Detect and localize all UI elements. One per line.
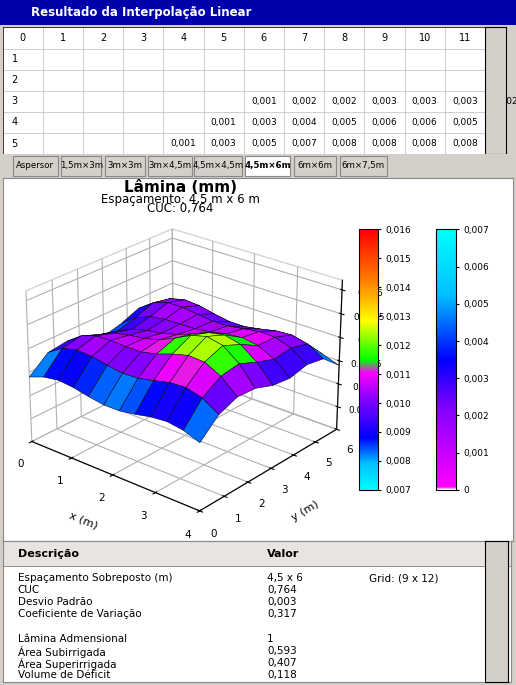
Text: 2: 2 <box>11 75 18 85</box>
Y-axis label: y (m): y (m) <box>290 499 320 523</box>
Text: 4: 4 <box>11 117 18 127</box>
Text: Desvio Padrão: Desvio Padrão <box>18 597 92 608</box>
Text: 0,008: 0,008 <box>372 139 397 148</box>
Text: Descrição: Descrição <box>18 549 79 559</box>
Text: 0,001: 0,001 <box>171 139 197 148</box>
Text: 3m×4,5m: 3m×4,5m <box>148 161 191 170</box>
Text: 3: 3 <box>11 97 18 106</box>
Text: 0,006: 0,006 <box>412 118 438 127</box>
Text: Área Subirrigada: Área Subirrigada <box>18 645 106 658</box>
Text: 0,118: 0,118 <box>267 669 297 680</box>
Text: 4: 4 <box>181 33 187 43</box>
Text: 0,407: 0,407 <box>267 658 297 668</box>
Text: CUC: 0,764: CUC: 0,764 <box>148 202 214 215</box>
Text: CUC: CUC <box>18 586 40 595</box>
Text: 6m×6m: 6m×6m <box>297 161 332 170</box>
Text: 6: 6 <box>261 33 267 43</box>
Text: 0,003: 0,003 <box>211 139 236 148</box>
Text: 0,003: 0,003 <box>267 597 296 608</box>
Text: 5: 5 <box>220 33 227 43</box>
Text: 1,5m×3m: 1,5m×3m <box>60 161 103 170</box>
Text: 0,001: 0,001 <box>211 118 236 127</box>
Text: 0,008: 0,008 <box>412 139 438 148</box>
FancyBboxPatch shape <box>61 156 101 176</box>
Text: 0,317: 0,317 <box>267 610 297 619</box>
Text: 8: 8 <box>341 33 347 43</box>
Text: 4,5m×4,5m: 4,5m×4,5m <box>192 161 244 170</box>
FancyBboxPatch shape <box>245 156 290 176</box>
Text: 11: 11 <box>459 33 471 43</box>
Text: 0,764: 0,764 <box>267 586 297 595</box>
Text: Lâmina Admensional: Lâmina Admensional <box>18 634 127 643</box>
Text: Espaçamento: 4,5 m x 6 m: Espaçamento: 4,5 m x 6 m <box>101 192 260 206</box>
Text: 0,002: 0,002 <box>331 97 357 105</box>
Text: Volume de Déficit: Volume de Déficit <box>18 669 110 680</box>
Text: 0,005: 0,005 <box>331 118 357 127</box>
Text: 0,002: 0,002 <box>292 97 317 105</box>
Text: 6m×7,5m: 6m×7,5m <box>342 161 385 170</box>
Text: Resultado da Interpolação Linear: Resultado da Interpolação Linear <box>31 6 251 19</box>
FancyBboxPatch shape <box>340 156 386 176</box>
Text: 4,5 x 6: 4,5 x 6 <box>267 573 303 584</box>
Text: 0,001: 0,001 <box>251 97 277 105</box>
Text: 0,002: 0,002 <box>492 97 516 105</box>
Text: 1: 1 <box>11 54 18 64</box>
Text: Espaçamento Sobreposto (m): Espaçamento Sobreposto (m) <box>18 573 172 584</box>
Text: 0,003: 0,003 <box>251 118 277 127</box>
Text: 9: 9 <box>381 33 388 43</box>
Text: Lâmina (mm): Lâmina (mm) <box>124 180 237 195</box>
FancyBboxPatch shape <box>294 156 335 176</box>
Text: Grid: (9 x 12): Grid: (9 x 12) <box>368 573 438 584</box>
Text: 0,008: 0,008 <box>331 139 357 148</box>
FancyBboxPatch shape <box>148 156 191 176</box>
Text: 0,003: 0,003 <box>372 97 397 105</box>
Text: Coeficiente de Variação: Coeficiente de Variação <box>18 610 141 619</box>
Text: Área Superirrigada: Área Superirrigada <box>18 658 116 669</box>
Text: 1: 1 <box>267 634 273 643</box>
FancyBboxPatch shape <box>105 156 144 176</box>
Text: 0,005: 0,005 <box>452 118 478 127</box>
Text: 3: 3 <box>140 33 147 43</box>
Text: 0,003: 0,003 <box>452 97 478 105</box>
Text: 0: 0 <box>20 33 26 43</box>
Bar <box>3 541 511 566</box>
Text: 4,5m×6m: 4,5m×6m <box>245 161 291 170</box>
Text: 0,005: 0,005 <box>251 139 277 148</box>
FancyBboxPatch shape <box>194 156 241 176</box>
Text: 0,003: 0,003 <box>412 97 438 105</box>
Text: Valor: Valor <box>267 549 299 559</box>
Text: 0,593: 0,593 <box>267 645 297 656</box>
Text: 1: 1 <box>60 33 66 43</box>
Text: 0,004: 0,004 <box>292 118 317 127</box>
Text: 2: 2 <box>100 33 106 43</box>
Text: 7: 7 <box>301 33 307 43</box>
Text: Aspersor: Aspersor <box>17 161 54 170</box>
FancyBboxPatch shape <box>13 156 58 176</box>
Text: 0,008: 0,008 <box>452 139 478 148</box>
Text: 5: 5 <box>11 138 18 149</box>
Text: 0,006: 0,006 <box>372 118 397 127</box>
X-axis label: x (m): x (m) <box>68 510 99 531</box>
Text: 3m×3m: 3m×3m <box>107 161 142 170</box>
Text: 10: 10 <box>418 33 431 43</box>
Text: 0,007: 0,007 <box>291 139 317 148</box>
